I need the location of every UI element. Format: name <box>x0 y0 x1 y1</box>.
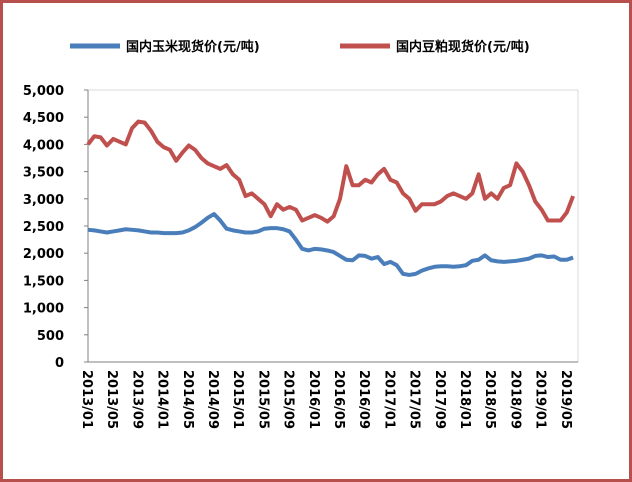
x-tick-label: 2015/09 <box>281 370 296 429</box>
x-tick-label: 2015/05 <box>255 370 270 429</box>
x-tick-label: 2019/01 <box>533 370 548 429</box>
x-tick-label: 2016/01 <box>306 370 321 429</box>
y-tick-label: 4,500 <box>23 111 64 126</box>
x-tick-label: 2018/01 <box>457 370 472 429</box>
x-tick-label: 2014/05 <box>180 370 195 429</box>
legend-label: 国内玉米现货价(元/吨) <box>126 39 260 55</box>
x-tick-label: 2017/09 <box>432 370 447 429</box>
x-tick-label: 2013/01 <box>79 370 94 429</box>
y-tick-label: 4,000 <box>23 138 64 153</box>
x-tick-label: 2017/01 <box>381 370 396 429</box>
y-tick-label: 2,000 <box>23 247 64 262</box>
x-tick-label: 2016/09 <box>356 370 371 429</box>
x-tick-label: 2019/05 <box>558 370 573 429</box>
y-tick-label: 1,000 <box>23 302 64 317</box>
x-tick-label: 2016/05 <box>331 370 346 429</box>
y-tick-label: 5,000 <box>23 84 64 99</box>
plot-area <box>87 89 579 363</box>
x-tick-label: 2018/05 <box>482 370 497 429</box>
y-tick-label: 3,000 <box>23 193 64 208</box>
y-tick-label: 500 <box>37 329 64 344</box>
x-tick-label: 2013/09 <box>129 370 144 429</box>
x-tick-label: 2014/01 <box>155 370 170 429</box>
x-tick-label: 2017/05 <box>407 370 422 429</box>
x-tick-label: 2013/05 <box>104 370 119 429</box>
y-tick-label: 1,500 <box>23 274 64 289</box>
y-tick-label: 0 <box>55 356 64 371</box>
series-line <box>87 212 574 277</box>
legend-label: 国内豆粕现货价(元/吨) <box>396 39 530 55</box>
x-tick-label: 2015/01 <box>230 370 245 429</box>
series-line <box>86 119 575 224</box>
x-tick-label: 2018/09 <box>507 370 522 429</box>
y-tick-label: 3,500 <box>23 166 64 181</box>
x-tick-label: 2014/09 <box>205 370 220 429</box>
y-tick-label: 2,500 <box>23 220 64 235</box>
